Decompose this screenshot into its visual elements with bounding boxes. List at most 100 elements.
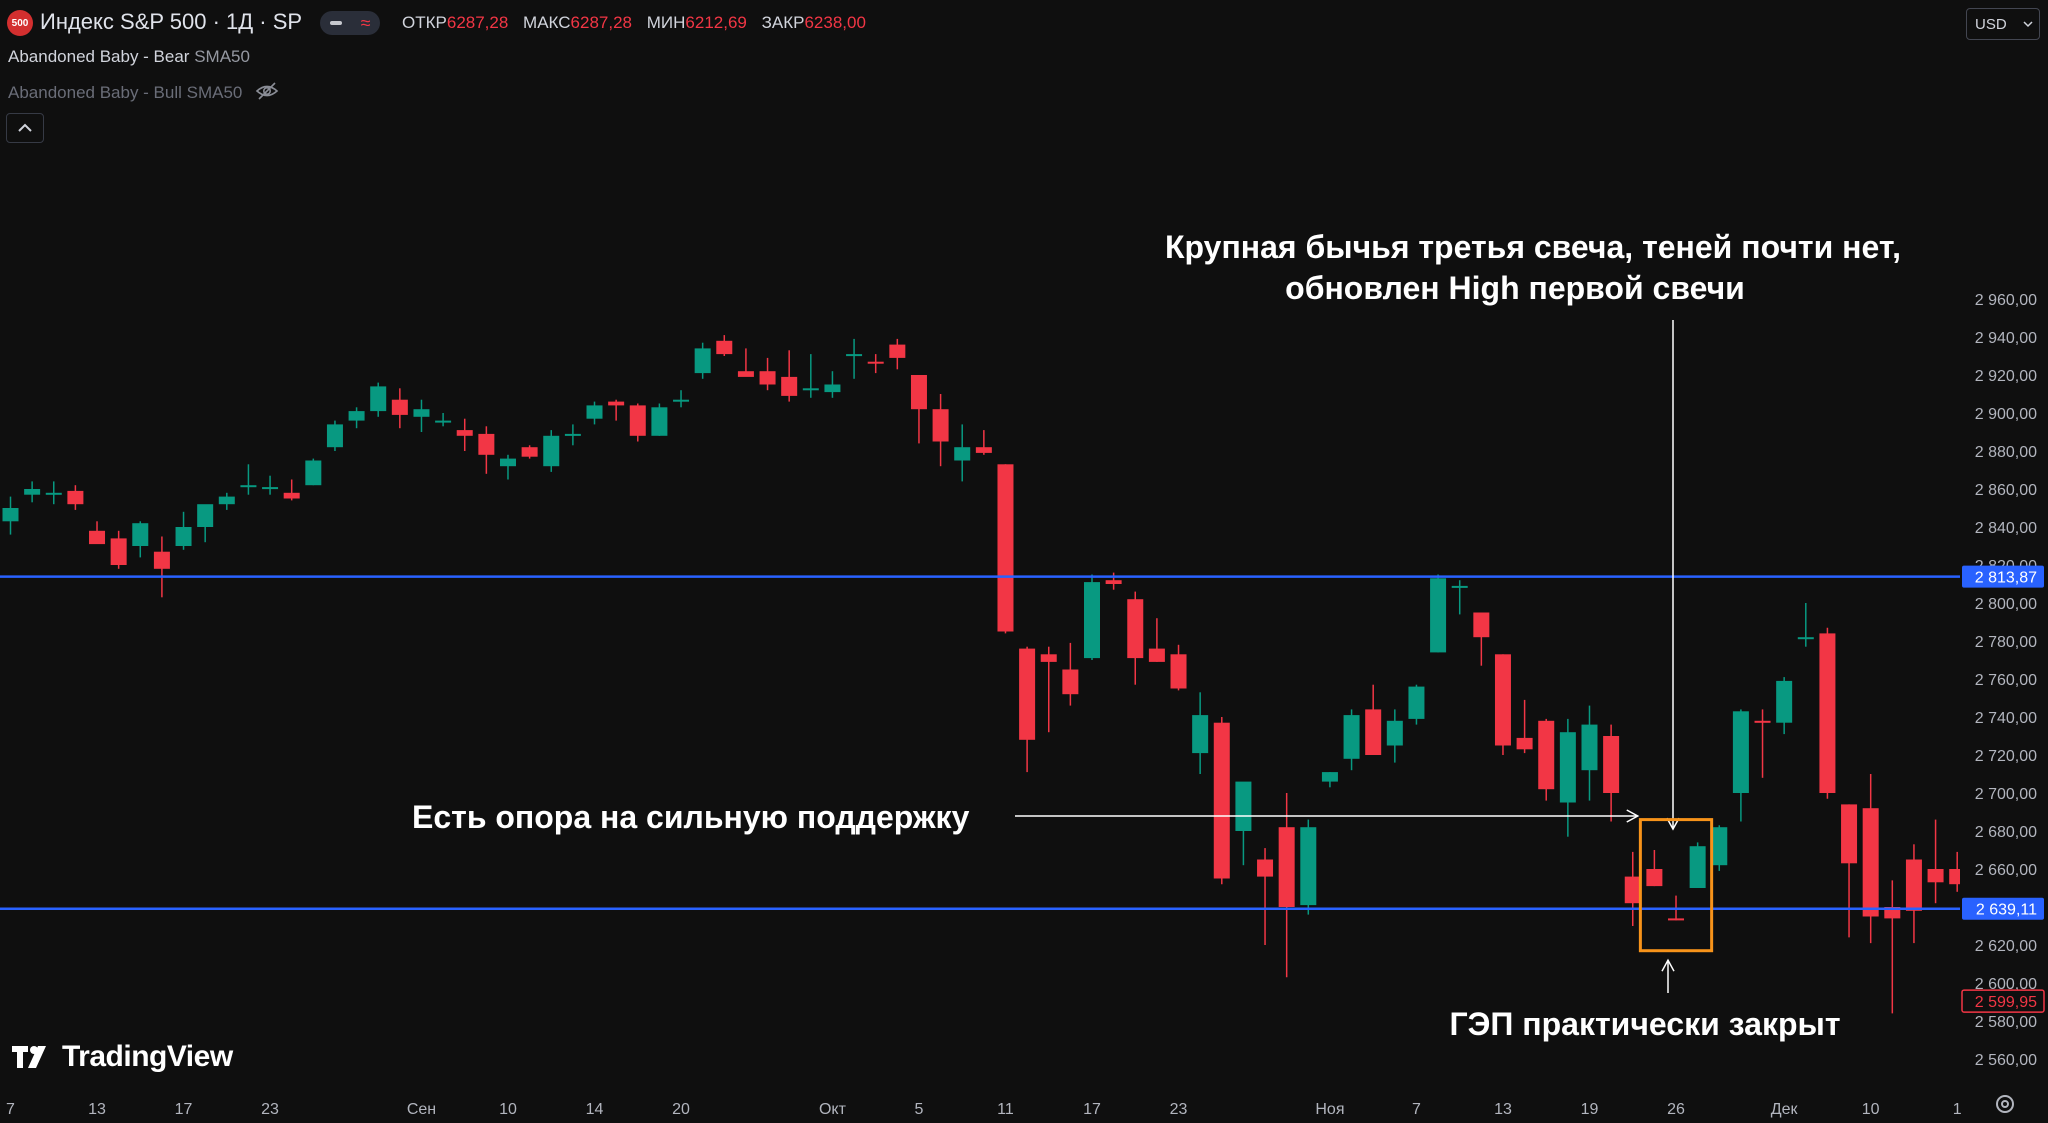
annotation-support: Есть опора на сильную поддержку xyxy=(412,799,970,835)
candle xyxy=(2,496,19,535)
candle xyxy=(521,445,538,459)
candle-body xyxy=(1105,580,1122,584)
indicator-bull-label: Abandoned Baby - Bull SMA50 xyxy=(8,82,243,102)
symbol-title[interactable]: Индекс S&P 500 · 1Д · SP xyxy=(40,9,303,34)
candle-body xyxy=(975,447,992,453)
candle xyxy=(954,424,971,482)
candle xyxy=(1754,709,1771,778)
candle-body xyxy=(456,430,473,436)
candle xyxy=(132,521,149,558)
candle-body xyxy=(997,464,1014,632)
candle-body xyxy=(1905,859,1922,911)
price-tick-label: 2 720,00 xyxy=(1975,748,2037,765)
time-axis[interactable]: 7 13 17 23 Сен 10 14 20 Окт 5 11 17 23 Ноя 7 13 19 26 Дек 1… xyxy=(6,1101,1962,1118)
annotation-gap: ГЭП практически закрыт xyxy=(1450,1006,1841,1042)
candle xyxy=(1192,692,1209,774)
settings-gear-icon[interactable] xyxy=(1993,1092,2017,1116)
chevron-up-icon xyxy=(18,123,32,132)
candle-body xyxy=(1624,876,1641,904)
candle-body xyxy=(932,409,949,442)
candle-body xyxy=(1451,585,1468,588)
candle-body xyxy=(1278,827,1295,907)
time-tick-label: 17 xyxy=(175,1101,193,1118)
candle xyxy=(1148,618,1165,662)
chart-mode-pill[interactable]: ≈ xyxy=(320,11,380,35)
candle xyxy=(110,530,127,569)
candle xyxy=(1559,718,1576,837)
candle xyxy=(326,420,343,451)
candle-body xyxy=(370,386,387,412)
candle-body xyxy=(1062,669,1079,695)
arrow-up-to-gap xyxy=(1661,958,1675,993)
candle xyxy=(1494,654,1511,755)
candle-body xyxy=(1581,724,1598,771)
candle xyxy=(1343,709,1360,771)
candle-body xyxy=(521,447,538,457)
candle-body xyxy=(1430,578,1447,653)
time-tick-label: 13 xyxy=(88,1101,106,1118)
eye-hidden-icon[interactable] xyxy=(255,81,279,106)
candle-body xyxy=(564,433,581,436)
tradingview-mark-icon xyxy=(12,1046,46,1068)
candle xyxy=(348,407,365,429)
candle-body xyxy=(175,527,192,546)
candle-body xyxy=(132,523,149,546)
collapse-legend-button[interactable] xyxy=(6,113,44,143)
candle xyxy=(89,521,106,545)
time-tick-label: 17 xyxy=(1083,1101,1101,1118)
time-tick-label: Ноя xyxy=(1315,1101,1344,1118)
candle xyxy=(564,424,581,446)
candle xyxy=(1776,677,1793,735)
candle xyxy=(1430,574,1447,653)
candle-body xyxy=(1473,612,1490,638)
candle xyxy=(1040,646,1057,733)
candle xyxy=(478,426,495,474)
candle-body xyxy=(673,399,690,402)
candle xyxy=(997,464,1014,634)
indicator-bear[interactable]: Abandoned Baby - Bear SMA50 xyxy=(8,47,250,67)
candle-body xyxy=(629,405,646,436)
price-axis[interactable]: 2 560,002 580,002 600,002 620,002 640,00… xyxy=(1960,0,2048,1123)
ohlc-close-value: 6238,00 xyxy=(804,13,866,32)
candle-body xyxy=(716,340,733,355)
candle-body xyxy=(1365,709,1382,755)
candle xyxy=(1473,612,1490,666)
candle xyxy=(1711,825,1728,871)
candle xyxy=(67,485,84,510)
candle-body xyxy=(1797,637,1814,640)
indicator-bull[interactable]: Abandoned Baby - Bull SMA50 xyxy=(8,81,279,106)
arrow-head xyxy=(1626,809,1640,823)
candle xyxy=(24,481,41,503)
candle xyxy=(1257,848,1274,945)
candle xyxy=(1905,844,1922,944)
candle-body xyxy=(543,435,560,467)
candle-body xyxy=(1732,711,1749,793)
candle xyxy=(1862,774,1879,944)
candle xyxy=(1408,684,1425,725)
price-tick-label: 2 900,00 xyxy=(1975,406,2037,423)
candle xyxy=(824,371,841,398)
candle-body xyxy=(694,348,711,374)
levels-layer xyxy=(0,575,1960,910)
candle-body xyxy=(586,405,603,419)
candle-body xyxy=(737,371,754,377)
candle xyxy=(1451,580,1468,615)
time-tick-label: 10 xyxy=(1862,1101,1880,1118)
price-tick-label: 2 620,00 xyxy=(1975,938,2037,955)
currency-select[interactable]: USD xyxy=(1966,8,2040,40)
candle-body xyxy=(283,492,300,499)
candle-body xyxy=(348,411,365,421)
time-tick-label: 20 xyxy=(672,1101,690,1118)
chevron-down-icon xyxy=(2023,21,2033,28)
candle xyxy=(456,418,473,451)
candle-body xyxy=(1776,680,1793,723)
indicator-bear-name: Abandoned Baby - Bear xyxy=(8,47,190,66)
price-tick-label: 2 760,00 xyxy=(1975,672,2037,689)
candle xyxy=(1084,574,1100,660)
candle-body xyxy=(478,433,495,455)
price-tick-label: 2 680,00 xyxy=(1975,824,2037,841)
candle xyxy=(846,338,863,379)
logo-text: 500 xyxy=(11,17,29,29)
